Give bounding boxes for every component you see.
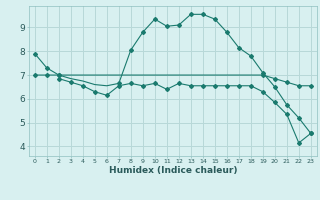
X-axis label: Humidex (Indice chaleur): Humidex (Indice chaleur) <box>108 166 237 175</box>
